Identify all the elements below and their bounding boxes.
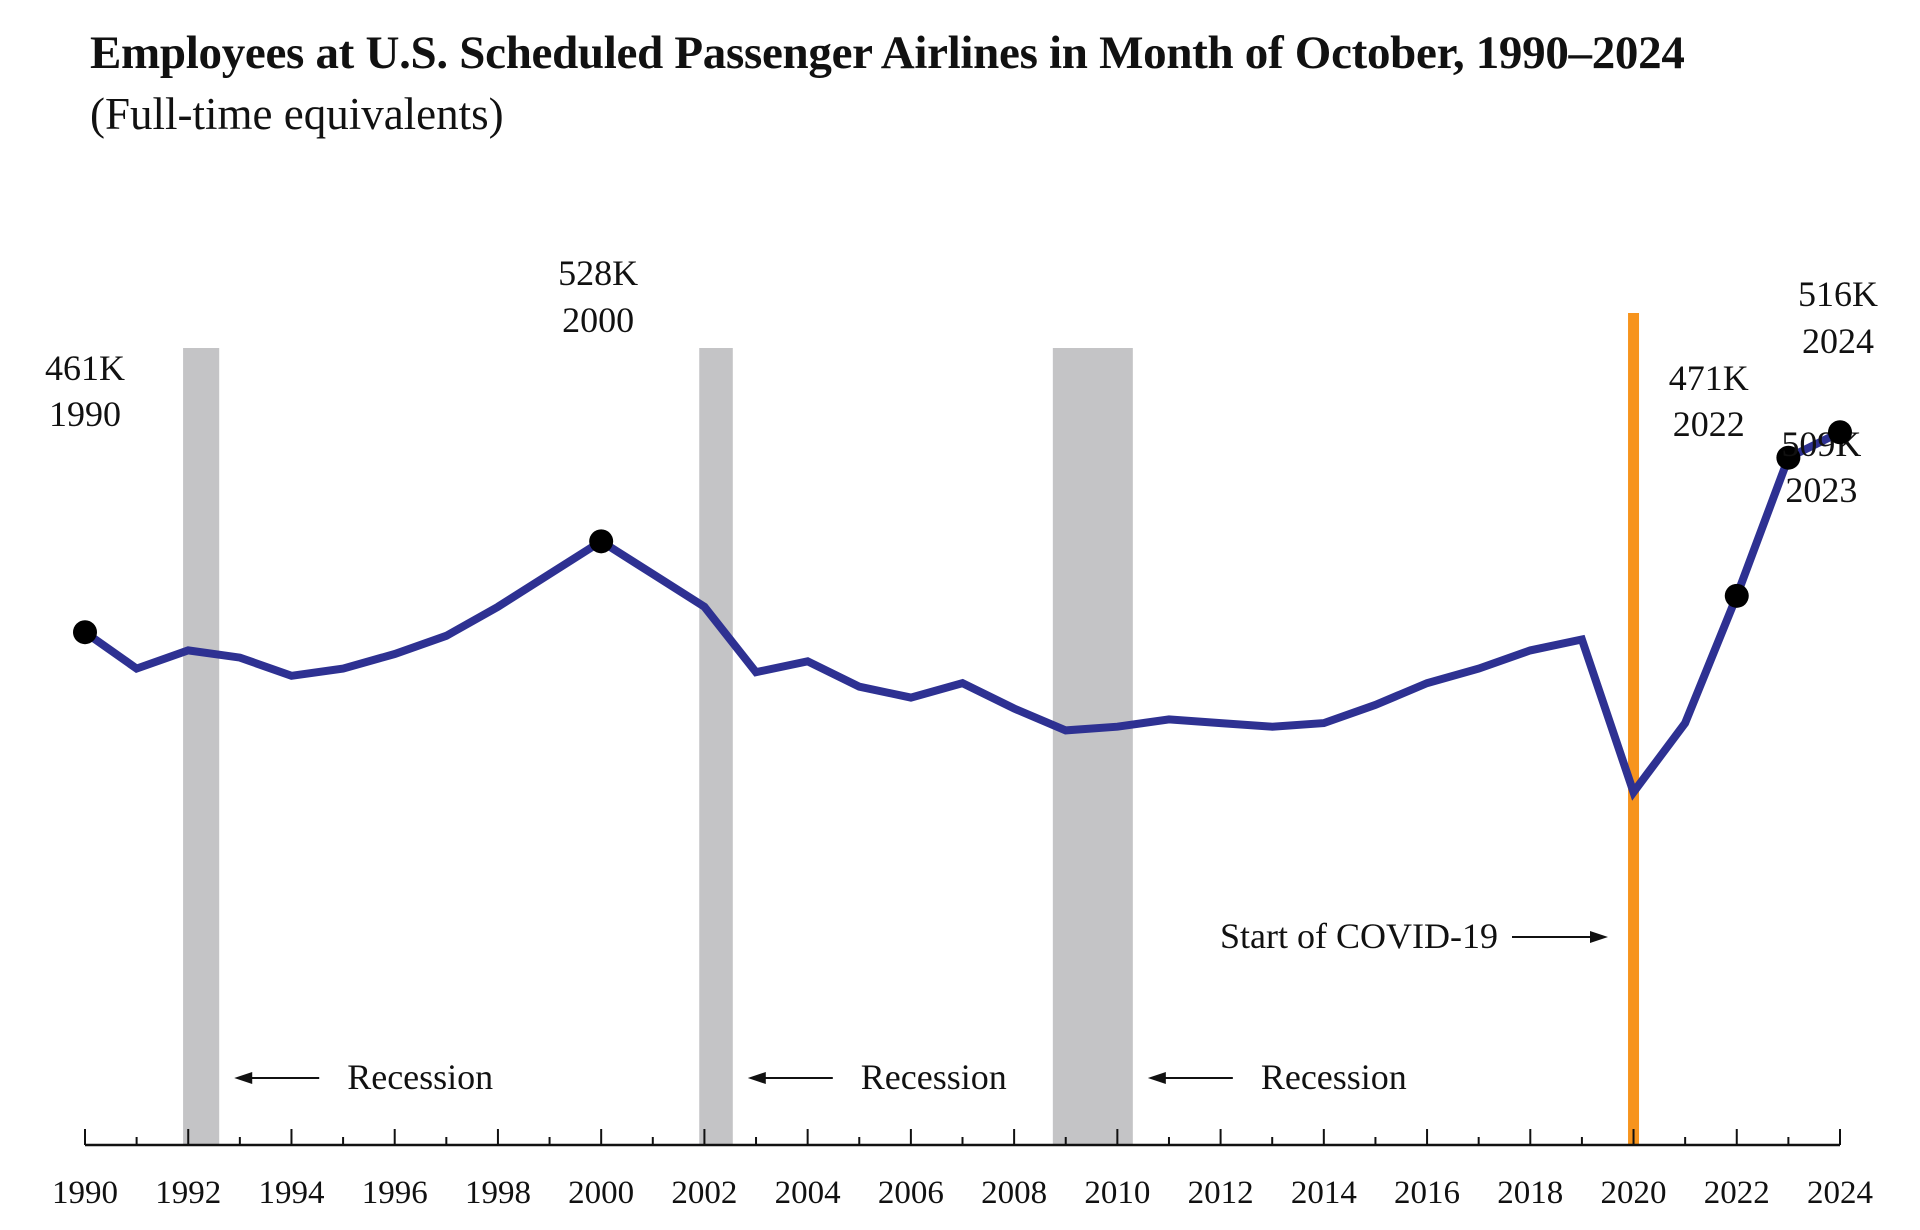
x-tick-label: 2016 xyxy=(1394,1175,1460,1211)
x-tick-label: 2006 xyxy=(878,1175,944,1211)
chart-title: Employees at U.S. Scheduled Passenger Ai… xyxy=(90,27,1685,79)
data-point-2023 xyxy=(1776,445,1801,470)
x-tick-label: 2000 xyxy=(568,1175,634,1211)
x-tick-label: 1992 xyxy=(155,1175,221,1211)
data-point-2022 xyxy=(1724,583,1749,608)
point-value-label-1990: 461K xyxy=(45,348,125,388)
x-tick-label: 2004 xyxy=(775,1175,841,1211)
covid-arrow-head xyxy=(1590,931,1608,943)
x-tick-label: 2010 xyxy=(1084,1175,1150,1211)
recession-arrow-2 xyxy=(747,1072,833,1084)
recession-label-2: Recession xyxy=(861,1057,1007,1097)
point-year-label-1990: 1990 xyxy=(49,394,121,434)
covid-arrow xyxy=(1512,931,1608,943)
x-tick-label: 2002 xyxy=(671,1175,737,1211)
series-line-1 xyxy=(82,428,1842,801)
x-tick-label: 1998 xyxy=(465,1175,531,1211)
x-tick-label: 2018 xyxy=(1497,1175,1563,1211)
point-year-label-2022: 2022 xyxy=(1673,404,1745,444)
recession-arrow-2-head xyxy=(747,1072,766,1084)
point-value-label-2000: 528K xyxy=(558,253,638,293)
x-tick-label: 1996 xyxy=(362,1175,428,1211)
x-tick-label: 1994 xyxy=(258,1175,324,1211)
covid-event: Start of COVID-19 xyxy=(1220,313,1640,1145)
x-tick-label: 2012 xyxy=(1188,1175,1254,1211)
recession-label-3: Recession xyxy=(1261,1057,1407,1097)
x-tick-label: 2008 xyxy=(981,1175,1047,1211)
x-axis: 1990 1992 1994 1996 1998 2000 2002 2004 2006 2008… xyxy=(52,1129,1873,1211)
recession-arrow-3-head xyxy=(1147,1072,1166,1084)
data-point-2024 xyxy=(1828,420,1852,445)
x-tick-label: 2024 xyxy=(1807,1175,1873,1211)
point-year-label-2023: 2023 xyxy=(1785,470,1857,510)
data-point-1990 xyxy=(73,620,97,645)
data-point-2000 xyxy=(589,529,614,554)
recession-band-3 xyxy=(1052,348,1133,1145)
series-line xyxy=(82,428,1842,801)
point-value-label-2022: 471K xyxy=(1669,358,1749,398)
recession-arrow-1-head xyxy=(234,1072,253,1084)
chart-subtitle: (Full-time equivalents) xyxy=(90,89,504,139)
recession-band-2 xyxy=(699,348,733,1145)
point-value-label-2024: 516K xyxy=(1798,274,1878,314)
recession-label-1: Recession xyxy=(347,1057,493,1097)
x-tick-label: 2014 xyxy=(1291,1175,1357,1211)
x-tick-label: 2022 xyxy=(1704,1175,1770,1211)
point-year-label-2024: 2024 xyxy=(1802,321,1874,361)
covid-label: Start of COVID-19 xyxy=(1220,916,1498,956)
recession-arrow-3 xyxy=(1147,1072,1233,1084)
x-tick-label: 2020 xyxy=(1601,1175,1667,1211)
recession-band-1 xyxy=(183,348,220,1145)
recession-bands: Recession Recession Recession xyxy=(183,348,1407,1145)
x-tick-label: 1990 xyxy=(52,1175,118,1211)
recession-arrow-1 xyxy=(234,1072,320,1084)
point-year-label-2000: 2000 xyxy=(562,300,634,340)
